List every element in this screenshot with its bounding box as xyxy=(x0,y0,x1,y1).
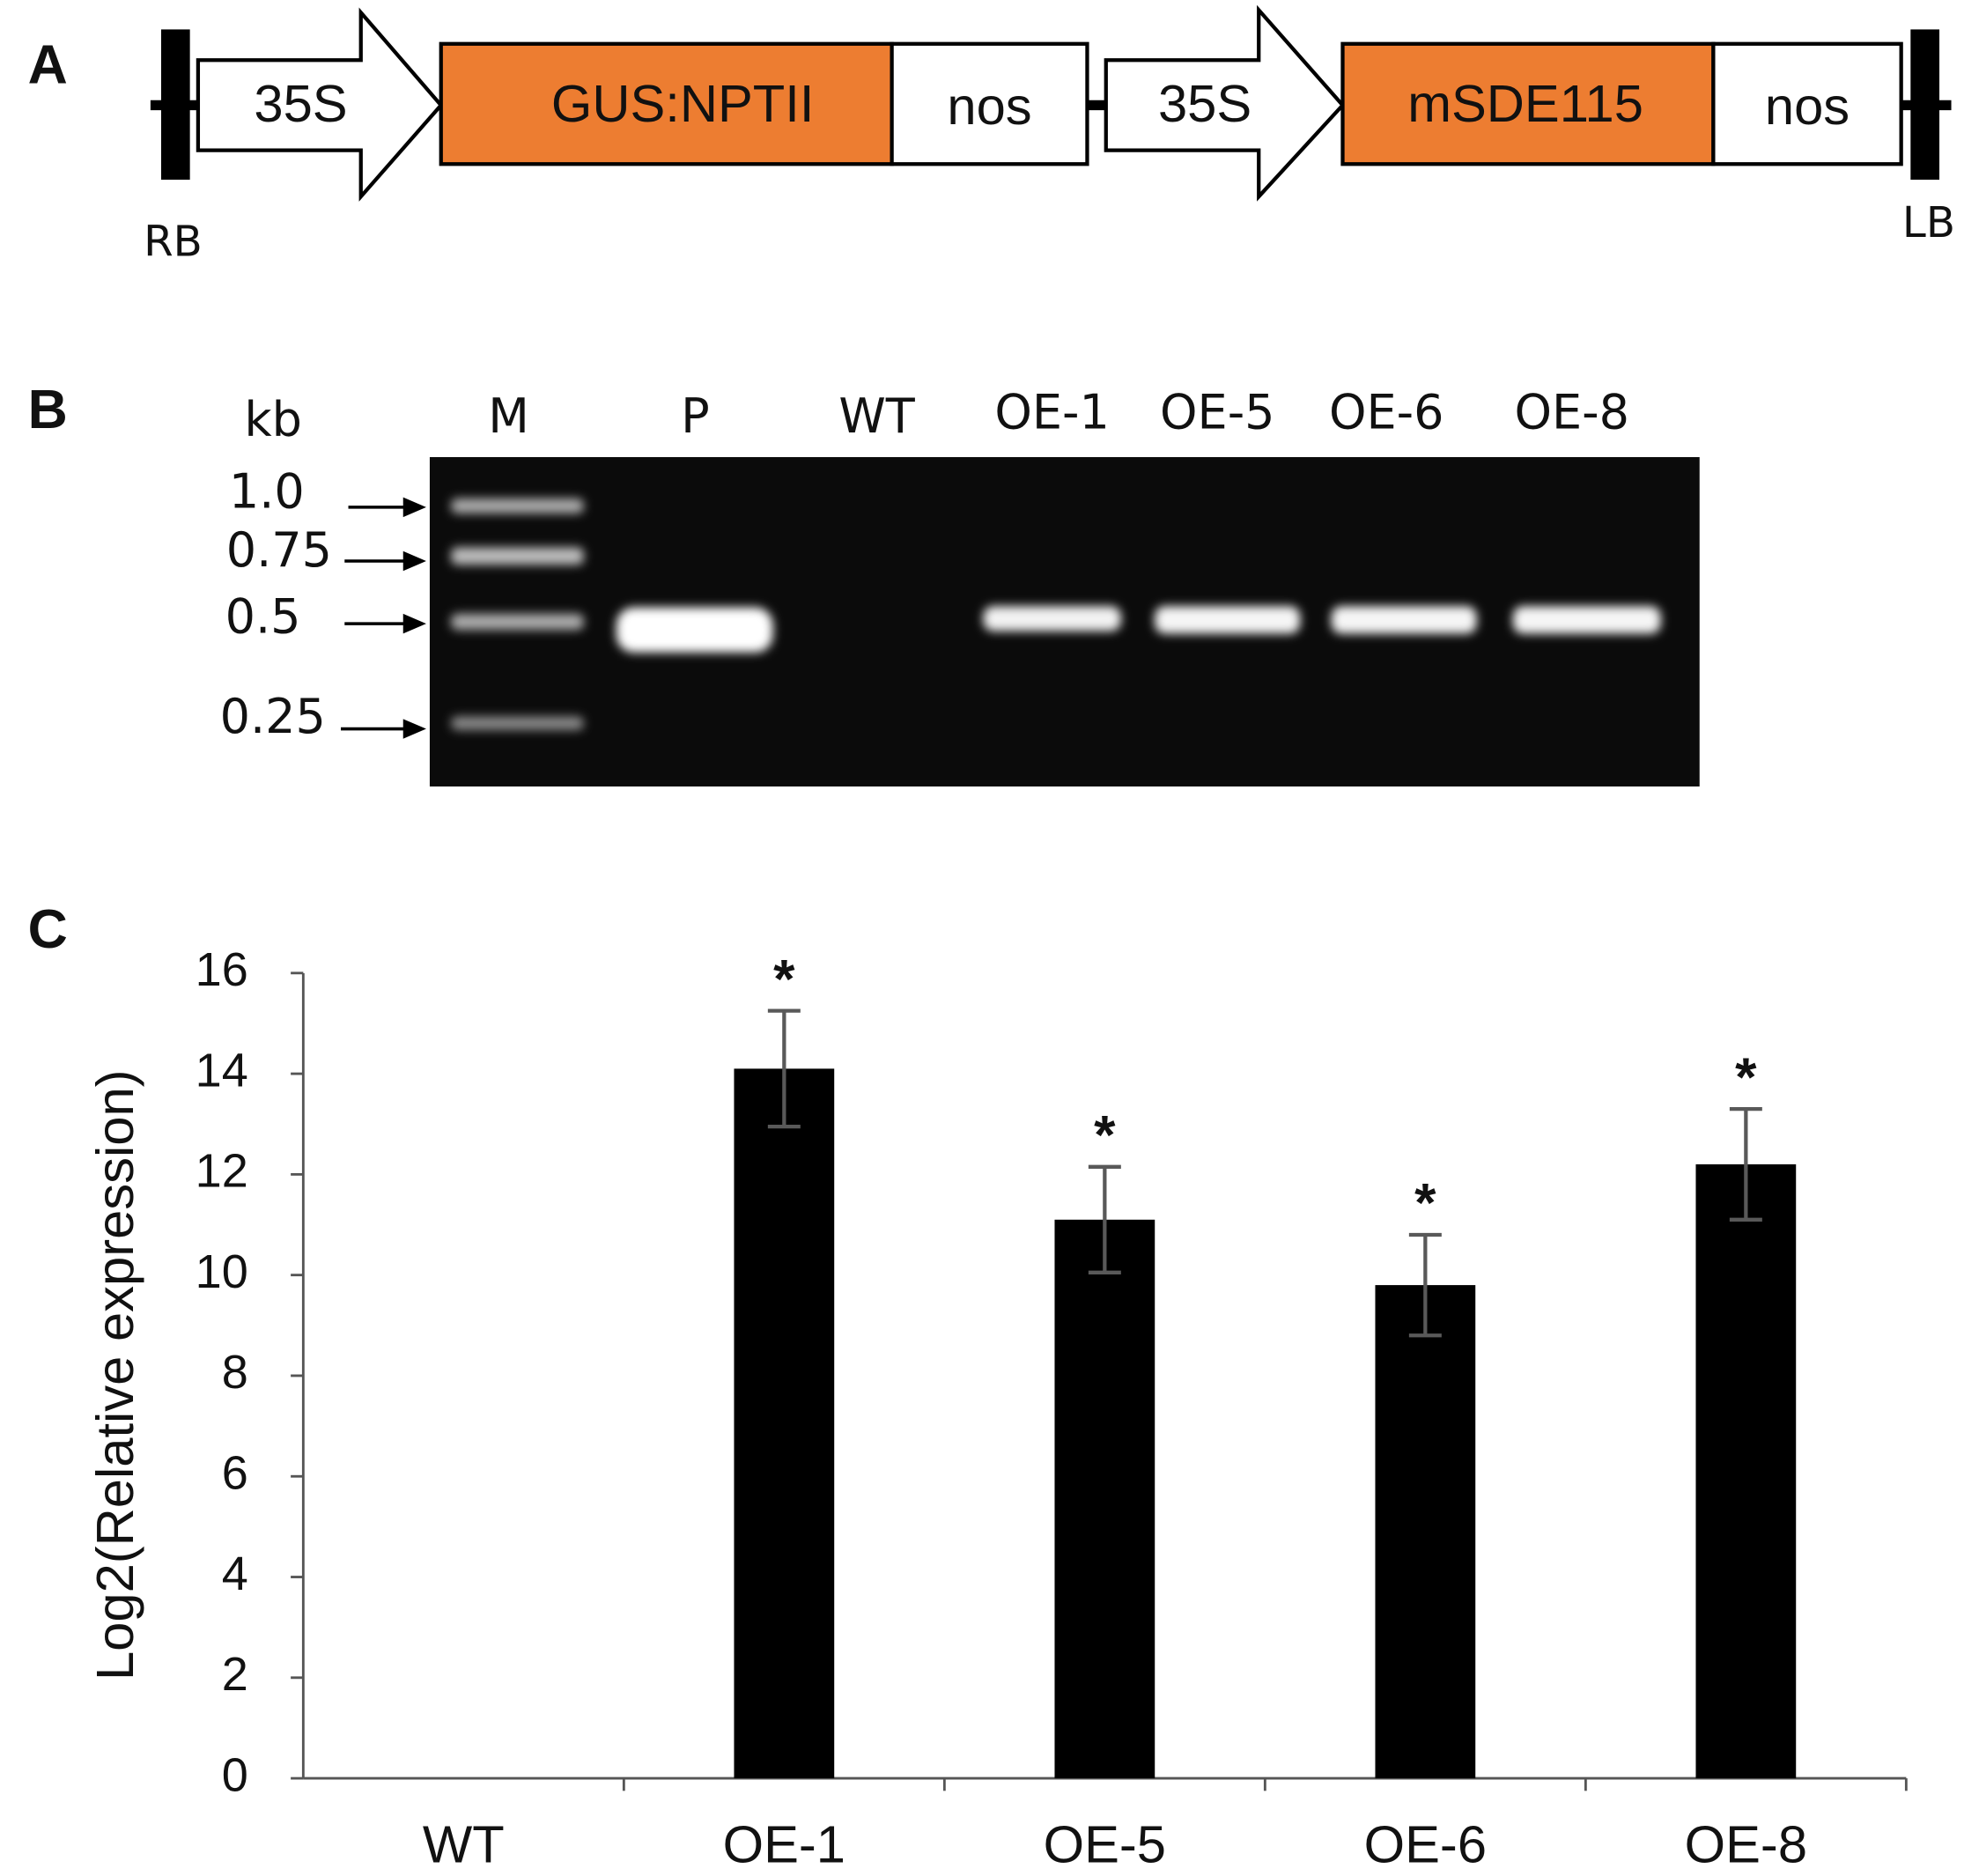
lane-label: OE-6 xyxy=(1329,385,1444,440)
ladder-band xyxy=(451,613,584,631)
x-tick-label: OE-1 xyxy=(723,1814,845,1873)
border xyxy=(1910,29,1940,181)
significance-mark: * xyxy=(1094,1104,1116,1166)
marker-label: 0.25 xyxy=(220,689,326,744)
ladder-band xyxy=(451,547,584,565)
promoter-arrow xyxy=(196,7,444,202)
y-tick-label: 12 xyxy=(196,1145,248,1198)
lane-label: OE-8 xyxy=(1514,385,1629,440)
element-label: 35S xyxy=(254,74,347,133)
arrowhead xyxy=(402,550,426,572)
lane-label: WT xyxy=(838,388,915,444)
arrowhead xyxy=(402,613,426,634)
y-tick-label: 16 xyxy=(196,943,248,996)
marker-label: 0.5 xyxy=(225,588,301,644)
y-tick-label: 6 xyxy=(222,1447,248,1500)
y-tick-label: 2 xyxy=(222,1648,248,1701)
bar-chart: 0 2 4 6 8 10 12 14 16 WT OE-1 * OE-5 * OE-6 * OE-8 * xyxy=(196,943,1908,1873)
gene-box xyxy=(439,41,894,166)
lane-label: OE-1 xyxy=(994,385,1110,440)
y-tick-label: 8 xyxy=(222,1346,248,1399)
x-tick-label: WT xyxy=(423,1814,505,1873)
bar xyxy=(734,1068,835,1779)
dna-band xyxy=(616,607,773,653)
terminator-box xyxy=(890,41,1089,166)
dna-band xyxy=(983,606,1121,631)
unit-label: kb xyxy=(244,392,302,447)
y-axis-label: Log2(Relative expression) xyxy=(85,1069,144,1680)
ladder-band xyxy=(451,716,584,730)
x-tick-label: OE-5 xyxy=(1044,1814,1166,1873)
marker-label: 0.75 xyxy=(226,522,332,578)
panel-label: B xyxy=(28,379,68,440)
dna-band xyxy=(1331,606,1477,634)
lane-label: M xyxy=(488,388,529,444)
y-tick-label: 4 xyxy=(222,1547,248,1600)
element-label: 35S xyxy=(1158,74,1251,133)
bar xyxy=(1375,1285,1476,1779)
bar xyxy=(1695,1163,1797,1779)
x-tick-label: OE-6 xyxy=(1364,1814,1487,1873)
element-label: GUS:NPTII xyxy=(551,74,815,133)
border-label: RB xyxy=(144,217,203,266)
bar xyxy=(1054,1219,1156,1779)
marker-arrows xyxy=(340,497,426,739)
panel-label: C xyxy=(28,898,68,960)
gel-bands xyxy=(451,498,1661,730)
element-label: nos xyxy=(947,77,1031,136)
significance-mark: * xyxy=(773,949,795,1010)
lane-label: P xyxy=(681,388,710,444)
element-label: mSDE115 xyxy=(1407,74,1643,133)
x-tick-label: OE-8 xyxy=(1685,1814,1807,1873)
border-label: LB xyxy=(1902,198,1955,247)
y-tick-label: 10 xyxy=(196,1245,248,1298)
dna-band xyxy=(1512,606,1661,634)
promoter-arrow xyxy=(1104,4,1346,202)
arrowhead xyxy=(402,497,426,518)
ladder-band xyxy=(451,498,584,513)
y-tick-label: 0 xyxy=(222,1748,248,1801)
significance-mark: * xyxy=(1414,1172,1436,1234)
lane-label: OE-5 xyxy=(1160,385,1275,440)
border xyxy=(160,29,190,181)
panel-label: A xyxy=(28,34,68,96)
y-tick-label: 14 xyxy=(196,1044,248,1097)
significance-mark: * xyxy=(1735,1046,1757,1108)
dna-band xyxy=(1155,606,1301,634)
element-label: nos xyxy=(1765,77,1850,136)
marker-label: 1.0 xyxy=(229,463,305,519)
terminator-box xyxy=(1711,41,1903,166)
construct xyxy=(150,4,1952,202)
arrowhead xyxy=(402,719,426,739)
